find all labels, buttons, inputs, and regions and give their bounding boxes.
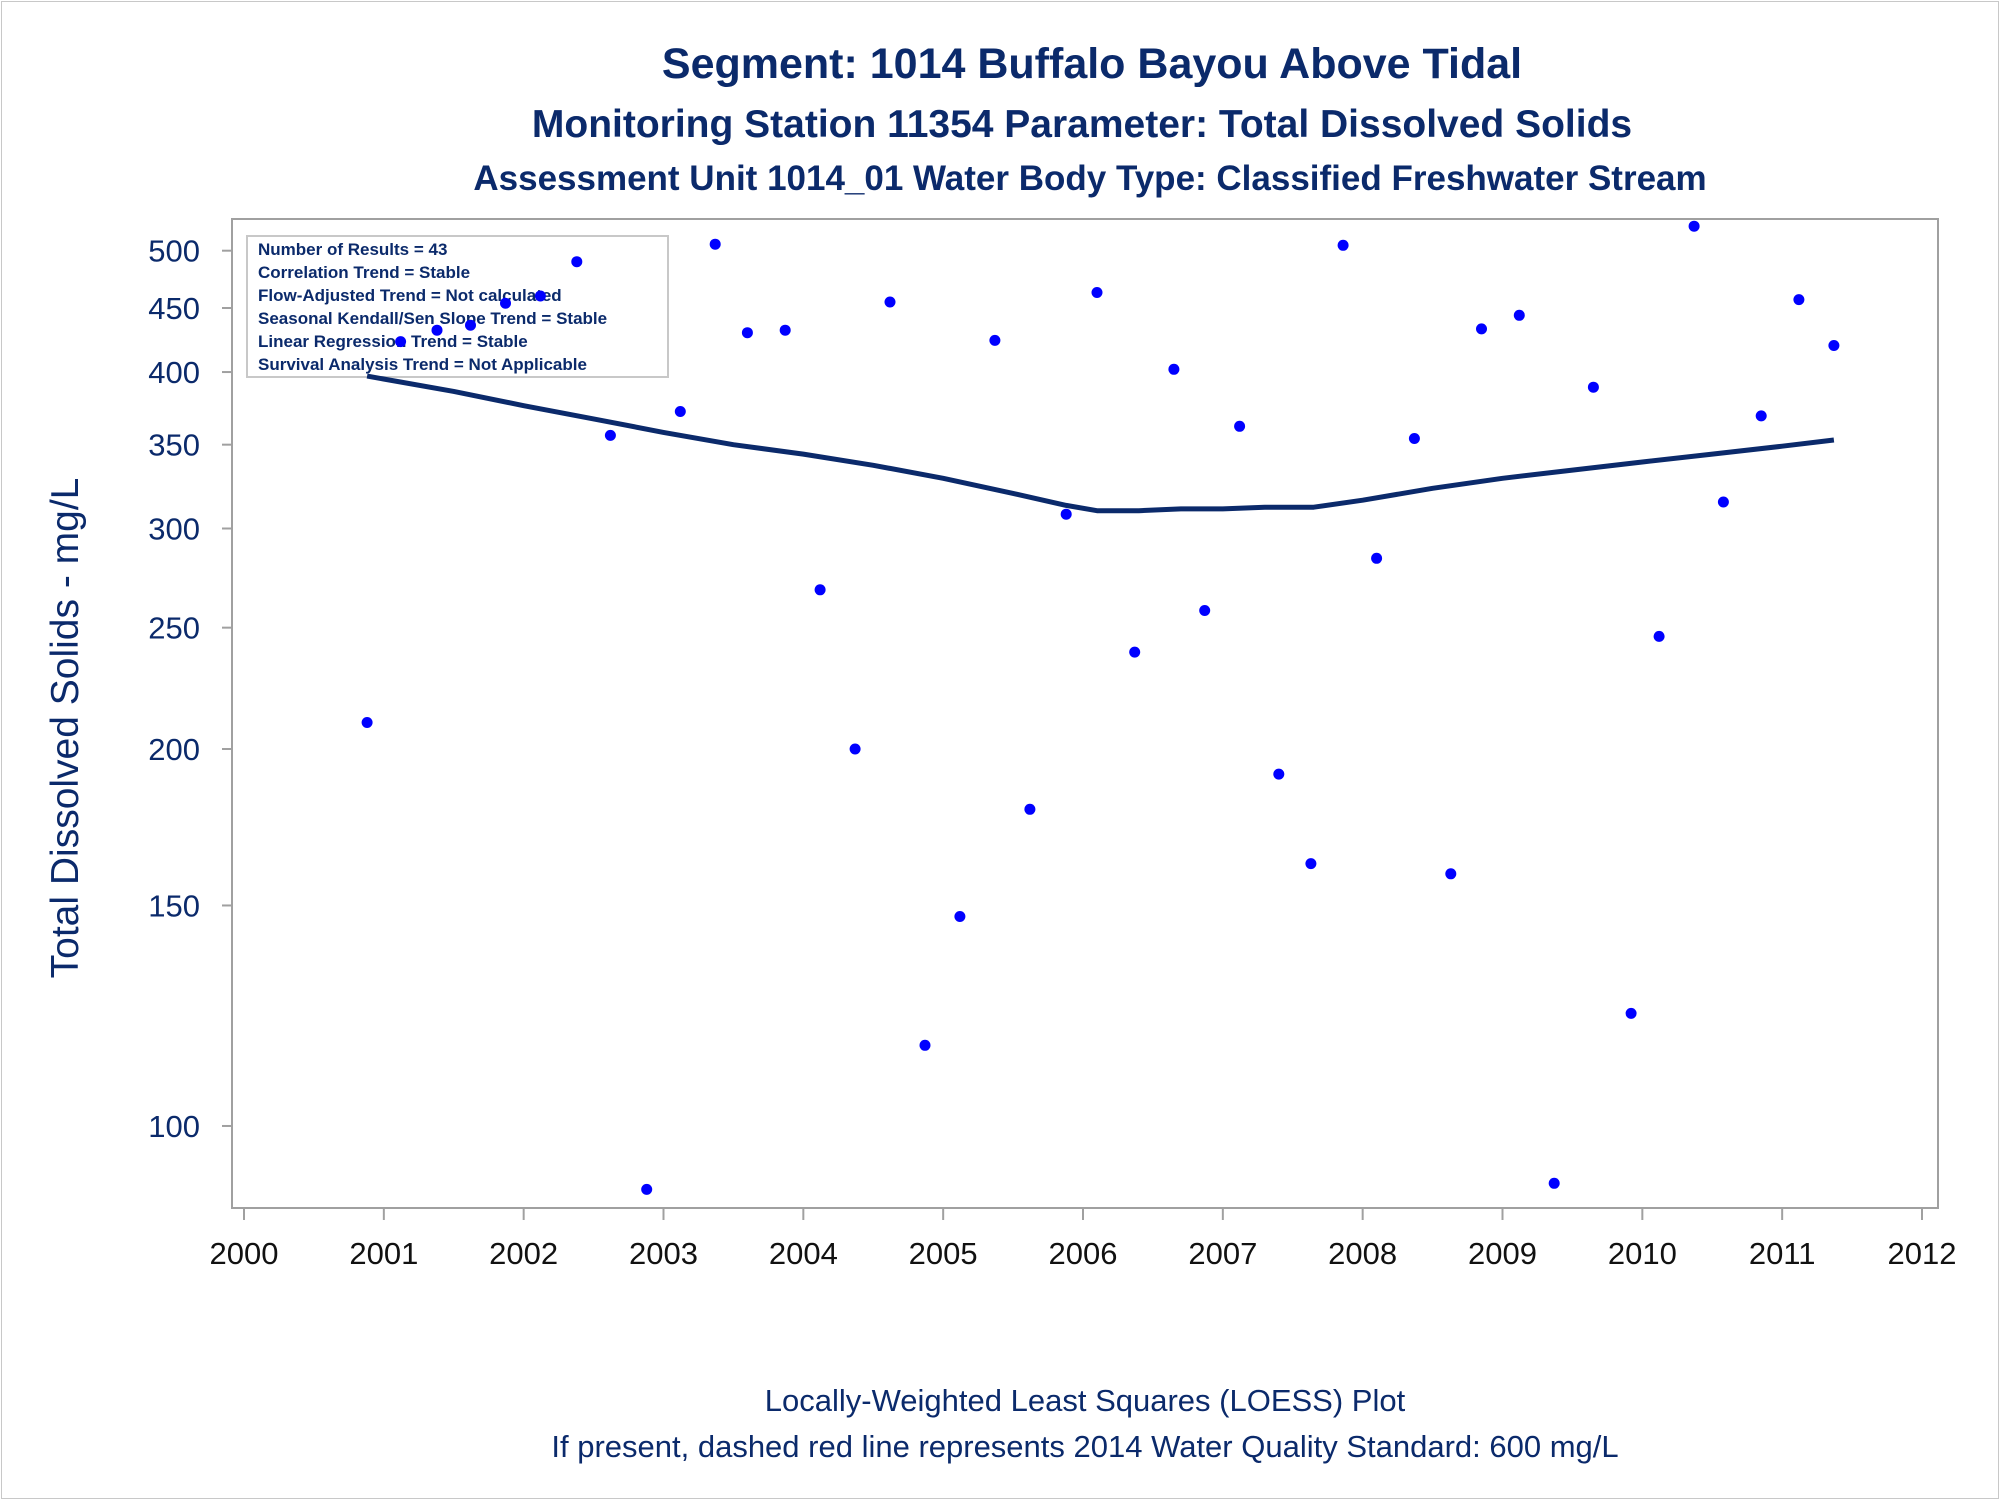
data-point <box>849 743 861 755</box>
data-point <box>1337 239 1349 251</box>
data-point <box>534 290 546 302</box>
data-point <box>571 256 583 268</box>
data-point <box>989 334 1001 346</box>
data-point <box>674 406 686 417</box>
y-tick-label: 300 <box>148 511 200 546</box>
stat-flow-adjusted-trend: Flow-Adjusted Trend = Not calculated <box>258 286 562 305</box>
data-point <box>1476 323 1487 335</box>
data-point <box>1587 381 1599 393</box>
data-point <box>395 336 407 348</box>
data-point <box>1234 420 1246 432</box>
y-tick-label: 350 <box>148 428 200 463</box>
y-axis-label: Total Dissolved Solids - mg/L <box>44 478 87 979</box>
x-tick-label: 2006 <box>1049 1236 1118 1271</box>
x-tick-label: 2009 <box>1468 1236 1537 1271</box>
data-point <box>641 1183 653 1195</box>
footnote-loess: Locally-Weighted Least Squares (LOESS) P… <box>765 1383 1406 1418</box>
x-axis: 2000 2001 2002 2003 2004 2005 2006 2007 2008 2009… <box>210 1208 1957 1271</box>
points-layer <box>361 220 1840 1195</box>
data-point <box>1408 433 1420 444</box>
y-tick-label: 250 <box>148 611 200 646</box>
stats-box-border <box>246 235 669 378</box>
data-point <box>1445 868 1457 880</box>
data-point <box>604 429 616 441</box>
y-tick-label: 500 <box>148 234 200 269</box>
x-tick-label: 2008 <box>1328 1236 1397 1271</box>
stat-seasonal-kendall-trend: Seasonal Kendall/Sen Slope Trend = Stabl… <box>258 309 607 328</box>
y-tick-label: 450 <box>148 291 200 326</box>
data-point <box>1199 605 1211 616</box>
x-tick-label: 2011 <box>1749 1236 1816 1271</box>
data-point <box>1717 496 1729 508</box>
chart-subtitle-assessment: Assessment Unit 1014_01 Water Body Type:… <box>473 159 1706 198</box>
data-point <box>431 324 443 336</box>
stat-number-of-results: Number of Results = 43 <box>258 240 447 259</box>
data-point <box>1060 508 1072 520</box>
loess-layer <box>366 373 1835 514</box>
data-point <box>500 297 511 309</box>
y-tick-label: 150 <box>148 888 200 923</box>
stat-linear-regression-trend: Linear Regression Trend = Stable <box>258 332 528 351</box>
data-point <box>1273 768 1285 780</box>
plot-area <box>231 218 1939 1209</box>
y-tick-label: 200 <box>148 732 200 767</box>
data-point <box>884 296 896 308</box>
x-tick-label: 2005 <box>909 1236 978 1271</box>
x-tick-label: 2012 <box>1888 1236 1957 1271</box>
data-point <box>1091 287 1103 298</box>
data-point <box>1548 1177 1560 1189</box>
stat-survival-analysis-trend: Survival Analysis Trend = Not Applicable <box>258 355 587 374</box>
data-point <box>814 584 826 596</box>
x-tick-label: 2007 <box>1188 1236 1257 1271</box>
data-point <box>1755 410 1767 422</box>
data-point <box>1024 803 1036 815</box>
data-point <box>741 327 753 339</box>
x-tick-label: 2003 <box>629 1236 698 1271</box>
data-point <box>1688 220 1700 232</box>
y-tick-label: 100 <box>148 1109 200 1144</box>
stat-correlation-trend: Correlation Trend = Stable <box>258 263 470 282</box>
loess-line <box>366 373 1835 514</box>
data-point <box>1793 294 1805 306</box>
data-point <box>919 1039 931 1051</box>
data-point <box>361 717 373 728</box>
data-point <box>1305 858 1317 870</box>
data-point <box>1168 363 1180 375</box>
stats-box: Number of Results = 43 Correlation Trend… <box>246 235 669 378</box>
data-point <box>954 911 966 922</box>
x-tick-label: 2004 <box>769 1236 838 1271</box>
data-point <box>1371 552 1383 564</box>
y-tick-label: 400 <box>148 355 200 390</box>
x-tick-label: 2001 <box>349 1236 418 1271</box>
data-point <box>1513 309 1525 321</box>
data-point <box>779 324 791 336</box>
data-point <box>1828 340 1840 351</box>
data-point <box>709 238 721 250</box>
x-tick-label: 2002 <box>489 1236 558 1271</box>
data-point <box>1129 646 1141 658</box>
chart-title: Segment: 1014 Buffalo Bayou Above Tidal <box>662 40 1522 88</box>
data-point <box>465 319 476 331</box>
chart-subtitle-station: Monitoring Station 11354 Parameter: Tota… <box>532 103 1632 146</box>
data-point <box>1653 630 1665 642</box>
x-tick-label: 2010 <box>1608 1236 1677 1271</box>
data-point <box>1625 1007 1637 1019</box>
y-axis: 100 150 200 250 300 350 400 450 500 <box>148 234 232 1144</box>
footnote-standard: If present, dashed red line represents 2… <box>551 1429 1618 1464</box>
x-tick-label: 2000 <box>210 1236 279 1271</box>
